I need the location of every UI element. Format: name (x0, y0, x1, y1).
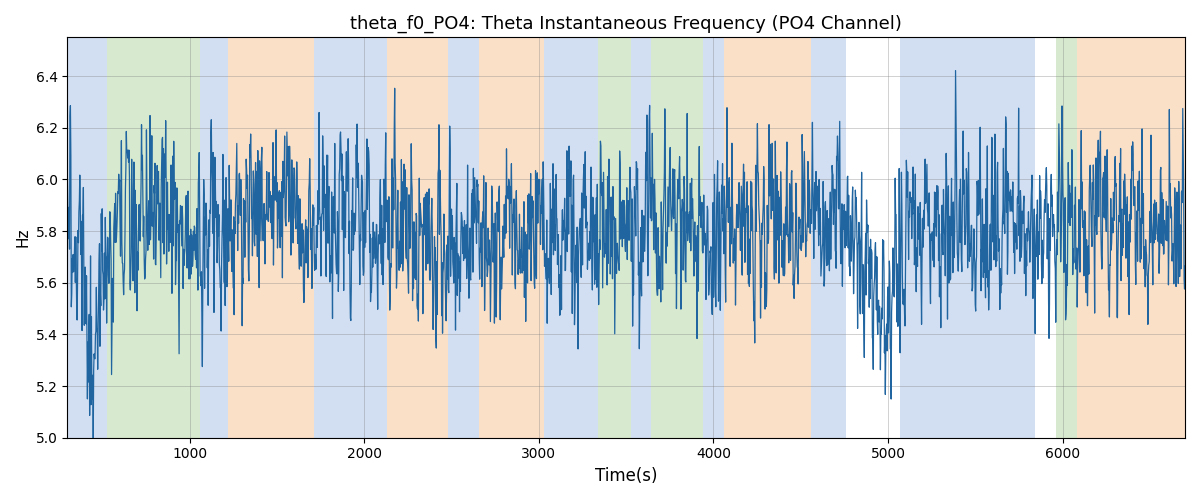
X-axis label: Time(s): Time(s) (595, 467, 658, 485)
Bar (448, 38, 480, 438)
Bar (67, 38, 108, 438)
Bar (1076, 38, 1184, 438)
Bar (544, 38, 598, 438)
Bar (228, 38, 313, 438)
Title: theta_f0_PO4: Theta Instantaneous Frequency (PO4 Channel): theta_f0_PO4: Theta Instantaneous Freque… (350, 15, 902, 34)
Bar (200, 38, 228, 438)
Y-axis label: Hz: Hz (16, 228, 30, 248)
Bar (811, 38, 846, 438)
Bar (650, 38, 703, 438)
Bar (703, 38, 724, 438)
Bar (631, 38, 650, 438)
Bar (313, 38, 386, 438)
Bar (1056, 38, 1076, 438)
Bar (900, 38, 1034, 438)
Bar (598, 38, 631, 438)
Bar (724, 38, 811, 438)
Bar (480, 38, 544, 438)
Bar (108, 38, 200, 438)
Bar (386, 38, 448, 438)
